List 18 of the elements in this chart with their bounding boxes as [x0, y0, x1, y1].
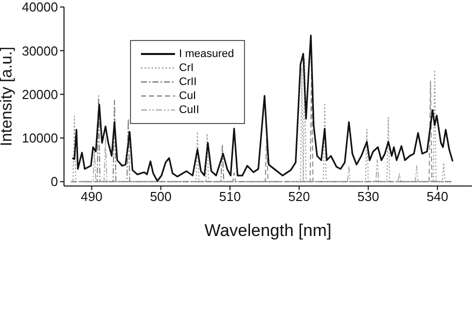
legend-label: CuII	[179, 104, 200, 116]
y-axis-title: Intensity [a.u.]	[0, 46, 16, 146]
y-tick-label: 20000	[22, 86, 58, 102]
x-tick-label: 490	[80, 189, 103, 204]
x-tick-label: 540	[426, 189, 448, 204]
legend-label: CuI	[179, 90, 196, 102]
legend-label: CrI	[179, 62, 194, 74]
x-tick-label: 530	[357, 189, 380, 204]
x-tick-label: 500	[150, 189, 172, 204]
x-axis-title: Wavelength [nm]	[204, 221, 332, 240]
y-tick-label: 0	[50, 174, 58, 190]
legend-label: I measured	[179, 48, 234, 60]
y-tick-label: 30000	[22, 43, 58, 58]
x-tick-label: 520	[288, 189, 310, 204]
y-tick-label: 40000	[22, 0, 58, 15]
y-tick-label: 10000	[22, 130, 58, 146]
x-tick-label: 510	[219, 189, 241, 204]
legend-label: CrII	[179, 76, 197, 88]
